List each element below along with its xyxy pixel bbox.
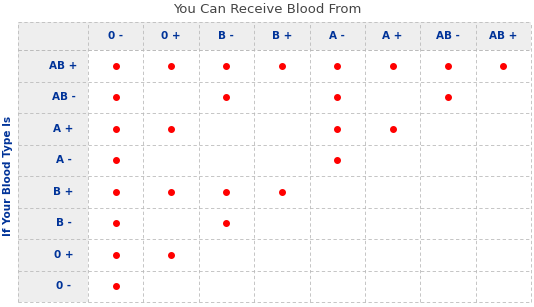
Bar [420, 81, 476, 113]
Bar [254, 270, 310, 302]
Bar [476, 239, 531, 270]
Bar [254, 50, 310, 81]
Bar [88, 113, 143, 145]
Text: B -: B - [56, 218, 72, 228]
Bar [310, 176, 365, 208]
Bar [420, 270, 476, 302]
Bar [476, 50, 531, 81]
Bar [476, 81, 531, 113]
Bar [199, 113, 254, 145]
Bar [420, 176, 476, 208]
Text: If Your Blood Type Is: If Your Blood Type Is [3, 116, 13, 236]
Bar [254, 176, 310, 208]
Bar [254, 239, 310, 270]
Bar [143, 176, 199, 208]
Text: AB +: AB + [489, 31, 517, 41]
Bar [88, 208, 143, 239]
Bar [365, 81, 420, 113]
Text: 0 +: 0 + [161, 31, 181, 41]
Bar [310, 270, 365, 302]
Bar [199, 145, 254, 176]
Bar [365, 50, 420, 81]
Bar [310, 145, 365, 176]
Bar [88, 270, 143, 302]
Text: 0 +: 0 + [54, 250, 73, 260]
Text: B -: B - [218, 31, 234, 41]
Bar [365, 239, 420, 270]
Bar [143, 81, 199, 113]
Bar [476, 270, 531, 302]
Bar [143, 270, 199, 302]
Bar [143, 50, 199, 81]
Bar [254, 208, 310, 239]
Bar [420, 145, 476, 176]
Bar [365, 176, 420, 208]
Text: A +: A + [382, 31, 403, 41]
Text: You Can Receive Blood From: You Can Receive Blood From [173, 3, 361, 16]
Bar [254, 81, 310, 113]
Bar [88, 239, 143, 270]
Bar [199, 239, 254, 270]
Bar [365, 145, 420, 176]
Text: AB -: AB - [52, 92, 75, 102]
Bar [254, 145, 310, 176]
Bar [199, 81, 254, 113]
Bar [143, 113, 199, 145]
Text: B +: B + [53, 187, 74, 197]
Bar [143, 145, 199, 176]
Bar [365, 208, 420, 239]
Bar [365, 113, 420, 145]
Text: A -: A - [56, 155, 72, 165]
Bar [88, 176, 143, 208]
Text: A +: A + [53, 124, 74, 134]
Text: 0 -: 0 - [56, 281, 71, 291]
Text: AB +: AB + [49, 61, 77, 71]
Bar [365, 270, 420, 302]
Bar [88, 145, 143, 176]
Bar [310, 239, 365, 270]
Bar [476, 113, 531, 145]
Bar [18, 22, 88, 302]
Bar [143, 239, 199, 270]
Text: AB -: AB - [436, 31, 460, 41]
Bar [254, 113, 310, 145]
Bar [310, 113, 365, 145]
Bar [476, 208, 531, 239]
Bar [420, 208, 476, 239]
Bar [88, 22, 531, 50]
Bar [199, 208, 254, 239]
Bar [143, 208, 199, 239]
Bar [476, 176, 531, 208]
Bar [88, 81, 143, 113]
Bar [310, 208, 365, 239]
Text: B +: B + [272, 31, 292, 41]
Bar [420, 113, 476, 145]
Bar [420, 239, 476, 270]
Bar [310, 50, 365, 81]
Bar [88, 50, 143, 81]
Bar [199, 270, 254, 302]
Bar [199, 50, 254, 81]
Text: A -: A - [329, 31, 345, 41]
Bar [310, 81, 365, 113]
Text: 0 -: 0 - [108, 31, 123, 41]
Bar [476, 145, 531, 176]
Bar [199, 176, 254, 208]
Bar [420, 50, 476, 81]
